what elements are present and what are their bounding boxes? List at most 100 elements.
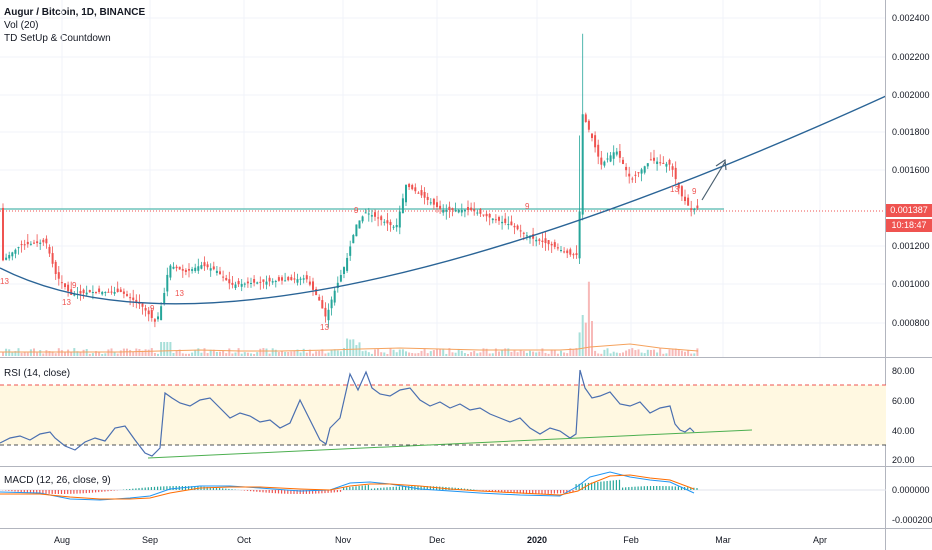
- volume-bar: [374, 349, 376, 356]
- macd-chart[interactable]: [0, 467, 886, 528]
- td-indicator-label[interactable]: TD SetUp & Countdown: [4, 33, 111, 44]
- volume-bar: [23, 352, 26, 356]
- rsi-legend[interactable]: RSI (14, close): [4, 368, 71, 379]
- macd-hist-bar: [631, 486, 633, 490]
- candle-body: [116, 288, 119, 292]
- rsi-axis-label: 40.00: [892, 426, 915, 436]
- volume-bar: [615, 352, 618, 356]
- candle-body: [482, 214, 485, 216]
- volume-bar: [659, 348, 662, 356]
- macd-hist-bar: [336, 490, 338, 493]
- candle-body: [172, 266, 175, 269]
- td-labels: 13 9 13 9 13 9 9 13 13 9: [0, 185, 697, 332]
- macd-hist-bar: [380, 487, 382, 490]
- volume-bar: [584, 322, 587, 356]
- macd-hist-bar: [191, 486, 193, 490]
- volume-bar: [625, 350, 628, 356]
- time-axis-label: Sep: [141, 535, 159, 545]
- candle-body: [336, 282, 339, 289]
- candle-body: [392, 226, 395, 228]
- macd-hist-bar: [39, 490, 41, 494]
- volume-bar: [436, 348, 438, 356]
- macd-hist-bar: [690, 487, 692, 490]
- candle-body: [606, 158, 609, 160]
- volume-bar: [194, 350, 197, 356]
- volume-bar: [470, 352, 473, 356]
- macd-hist-bar: [17, 490, 19, 492]
- arrow-annotation: [701, 158, 727, 201]
- volume-indicator-label[interactable]: Vol (20): [4, 20, 39, 31]
- macd-hist-bar: [274, 490, 276, 494]
- candle-body: [299, 278, 302, 280]
- macd-hist-bar: [82, 490, 84, 494]
- candle-body: [175, 266, 178, 269]
- macd-hist-bar: [640, 486, 642, 490]
- candle-body: [662, 162, 665, 164]
- macd-hist-bar: [333, 490, 335, 493]
- volume-bar: [609, 353, 612, 356]
- volume-bar: [339, 351, 342, 356]
- td-label: 9: [525, 202, 530, 211]
- candle-body: [411, 185, 414, 190]
- macd-hist-bar: [259, 490, 261, 493]
- candle-body: [57, 272, 60, 279]
- candle-body: [541, 240, 544, 242]
- volume-bar: [253, 353, 256, 356]
- macd-hist-bar: [281, 490, 283, 494]
- macd-hist-bar: [417, 486, 419, 490]
- macd-hist-bar: [538, 490, 540, 494]
- macd-hist-bar: [401, 486, 404, 490]
- candle-body: [398, 211, 401, 228]
- macd-hist-bar: [457, 488, 459, 490]
- macd-hist-bar: [215, 487, 218, 490]
- candle-body: [141, 303, 144, 307]
- macd-hist-bar: [364, 485, 366, 490]
- macd-hist-bar: [26, 490, 28, 493]
- macd-hist-bar: [91, 490, 94, 493]
- volume-bar: [544, 352, 547, 356]
- volume-bar: [274, 349, 277, 356]
- candle-body: [23, 244, 26, 246]
- candle-body: [370, 215, 373, 217]
- macd-hist-bar: [327, 490, 329, 493]
- candle-body: [383, 221, 386, 223]
- candle-body: [181, 269, 184, 271]
- candle-body: [429, 202, 432, 204]
- macd-legend[interactable]: MACD (12, 26, close, 9): [4, 475, 111, 486]
- volume-bar: [398, 349, 401, 356]
- price-axis-label: 0.001000: [892, 279, 930, 289]
- candle-body: [8, 255, 11, 259]
- candle-body: [265, 281, 268, 285]
- macd-hist-bar: [225, 488, 227, 490]
- candle-body: [274, 281, 277, 283]
- volume-bar: [246, 352, 249, 356]
- candle-body: [522, 232, 525, 234]
- candle-body: [420, 190, 423, 196]
- macd-hist-bar: [625, 487, 627, 490]
- candle-body: [696, 205, 699, 209]
- candle-body: [454, 210, 457, 212]
- candle-body: [259, 281, 262, 283]
- pane-separator[interactable]: [0, 466, 932, 467]
- td-label: 9: [150, 304, 155, 313]
- symbol-title[interactable]: Augur / Bitcoin, 1D, BINANCE: [4, 7, 146, 18]
- rsi-axis-label: 80.00: [892, 366, 915, 376]
- pane-separator[interactable]: [0, 357, 932, 358]
- macd-axis-label: -0.000200: [892, 515, 932, 525]
- candle-body: [339, 274, 342, 282]
- macd-hist-bar: [677, 486, 679, 490]
- price-chart[interactable]: 13 9 13 9 13 9 9 13 13 9: [0, 0, 886, 357]
- volume-bar: [541, 348, 544, 356]
- volume-bar: [203, 348, 206, 356]
- volume-bar: [426, 353, 429, 356]
- candle-body: [414, 187, 417, 192]
- volume-bar: [206, 353, 209, 356]
- macd-hist-bar: [541, 490, 543, 494]
- rsi-chart[interactable]: [0, 358, 886, 466]
- macd-hist-bar: [494, 490, 497, 492]
- candle-body: [290, 277, 293, 280]
- volume-bar: [674, 348, 677, 356]
- volume-bar: [178, 349, 181, 356]
- macd-hist-bar: [581, 483, 583, 490]
- candle-body: [395, 224, 398, 228]
